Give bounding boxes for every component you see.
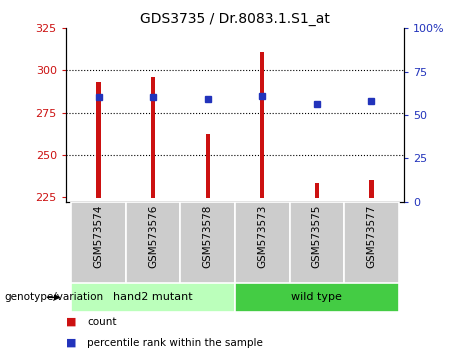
- Text: GSM573576: GSM573576: [148, 205, 158, 268]
- Text: count: count: [87, 317, 117, 327]
- Bar: [235, 202, 290, 283]
- Bar: [71, 202, 126, 283]
- Text: hand2 mutant: hand2 mutant: [113, 292, 193, 302]
- Bar: [71, 283, 235, 312]
- Bar: [315, 183, 319, 198]
- Text: genotype/variation: genotype/variation: [5, 292, 104, 302]
- Text: GSM573575: GSM573575: [312, 205, 322, 268]
- Bar: [180, 202, 235, 283]
- Text: GSM573573: GSM573573: [257, 205, 267, 268]
- Bar: [344, 202, 399, 283]
- Text: percentile rank within the sample: percentile rank within the sample: [87, 338, 263, 348]
- Bar: [369, 180, 374, 198]
- Bar: [290, 202, 344, 283]
- Bar: [260, 52, 265, 198]
- Bar: [235, 283, 399, 312]
- Text: ■: ■: [66, 317, 76, 327]
- Text: ■: ■: [66, 338, 76, 348]
- Title: GDS3735 / Dr.8083.1.S1_at: GDS3735 / Dr.8083.1.S1_at: [140, 12, 330, 26]
- Text: wild type: wild type: [291, 292, 342, 302]
- Bar: [96, 82, 101, 198]
- Bar: [126, 202, 180, 283]
- Text: GSM573574: GSM573574: [94, 205, 103, 268]
- Bar: [205, 135, 210, 198]
- Text: GSM573578: GSM573578: [203, 205, 213, 268]
- Text: GSM573577: GSM573577: [367, 205, 376, 268]
- Bar: [151, 77, 155, 198]
